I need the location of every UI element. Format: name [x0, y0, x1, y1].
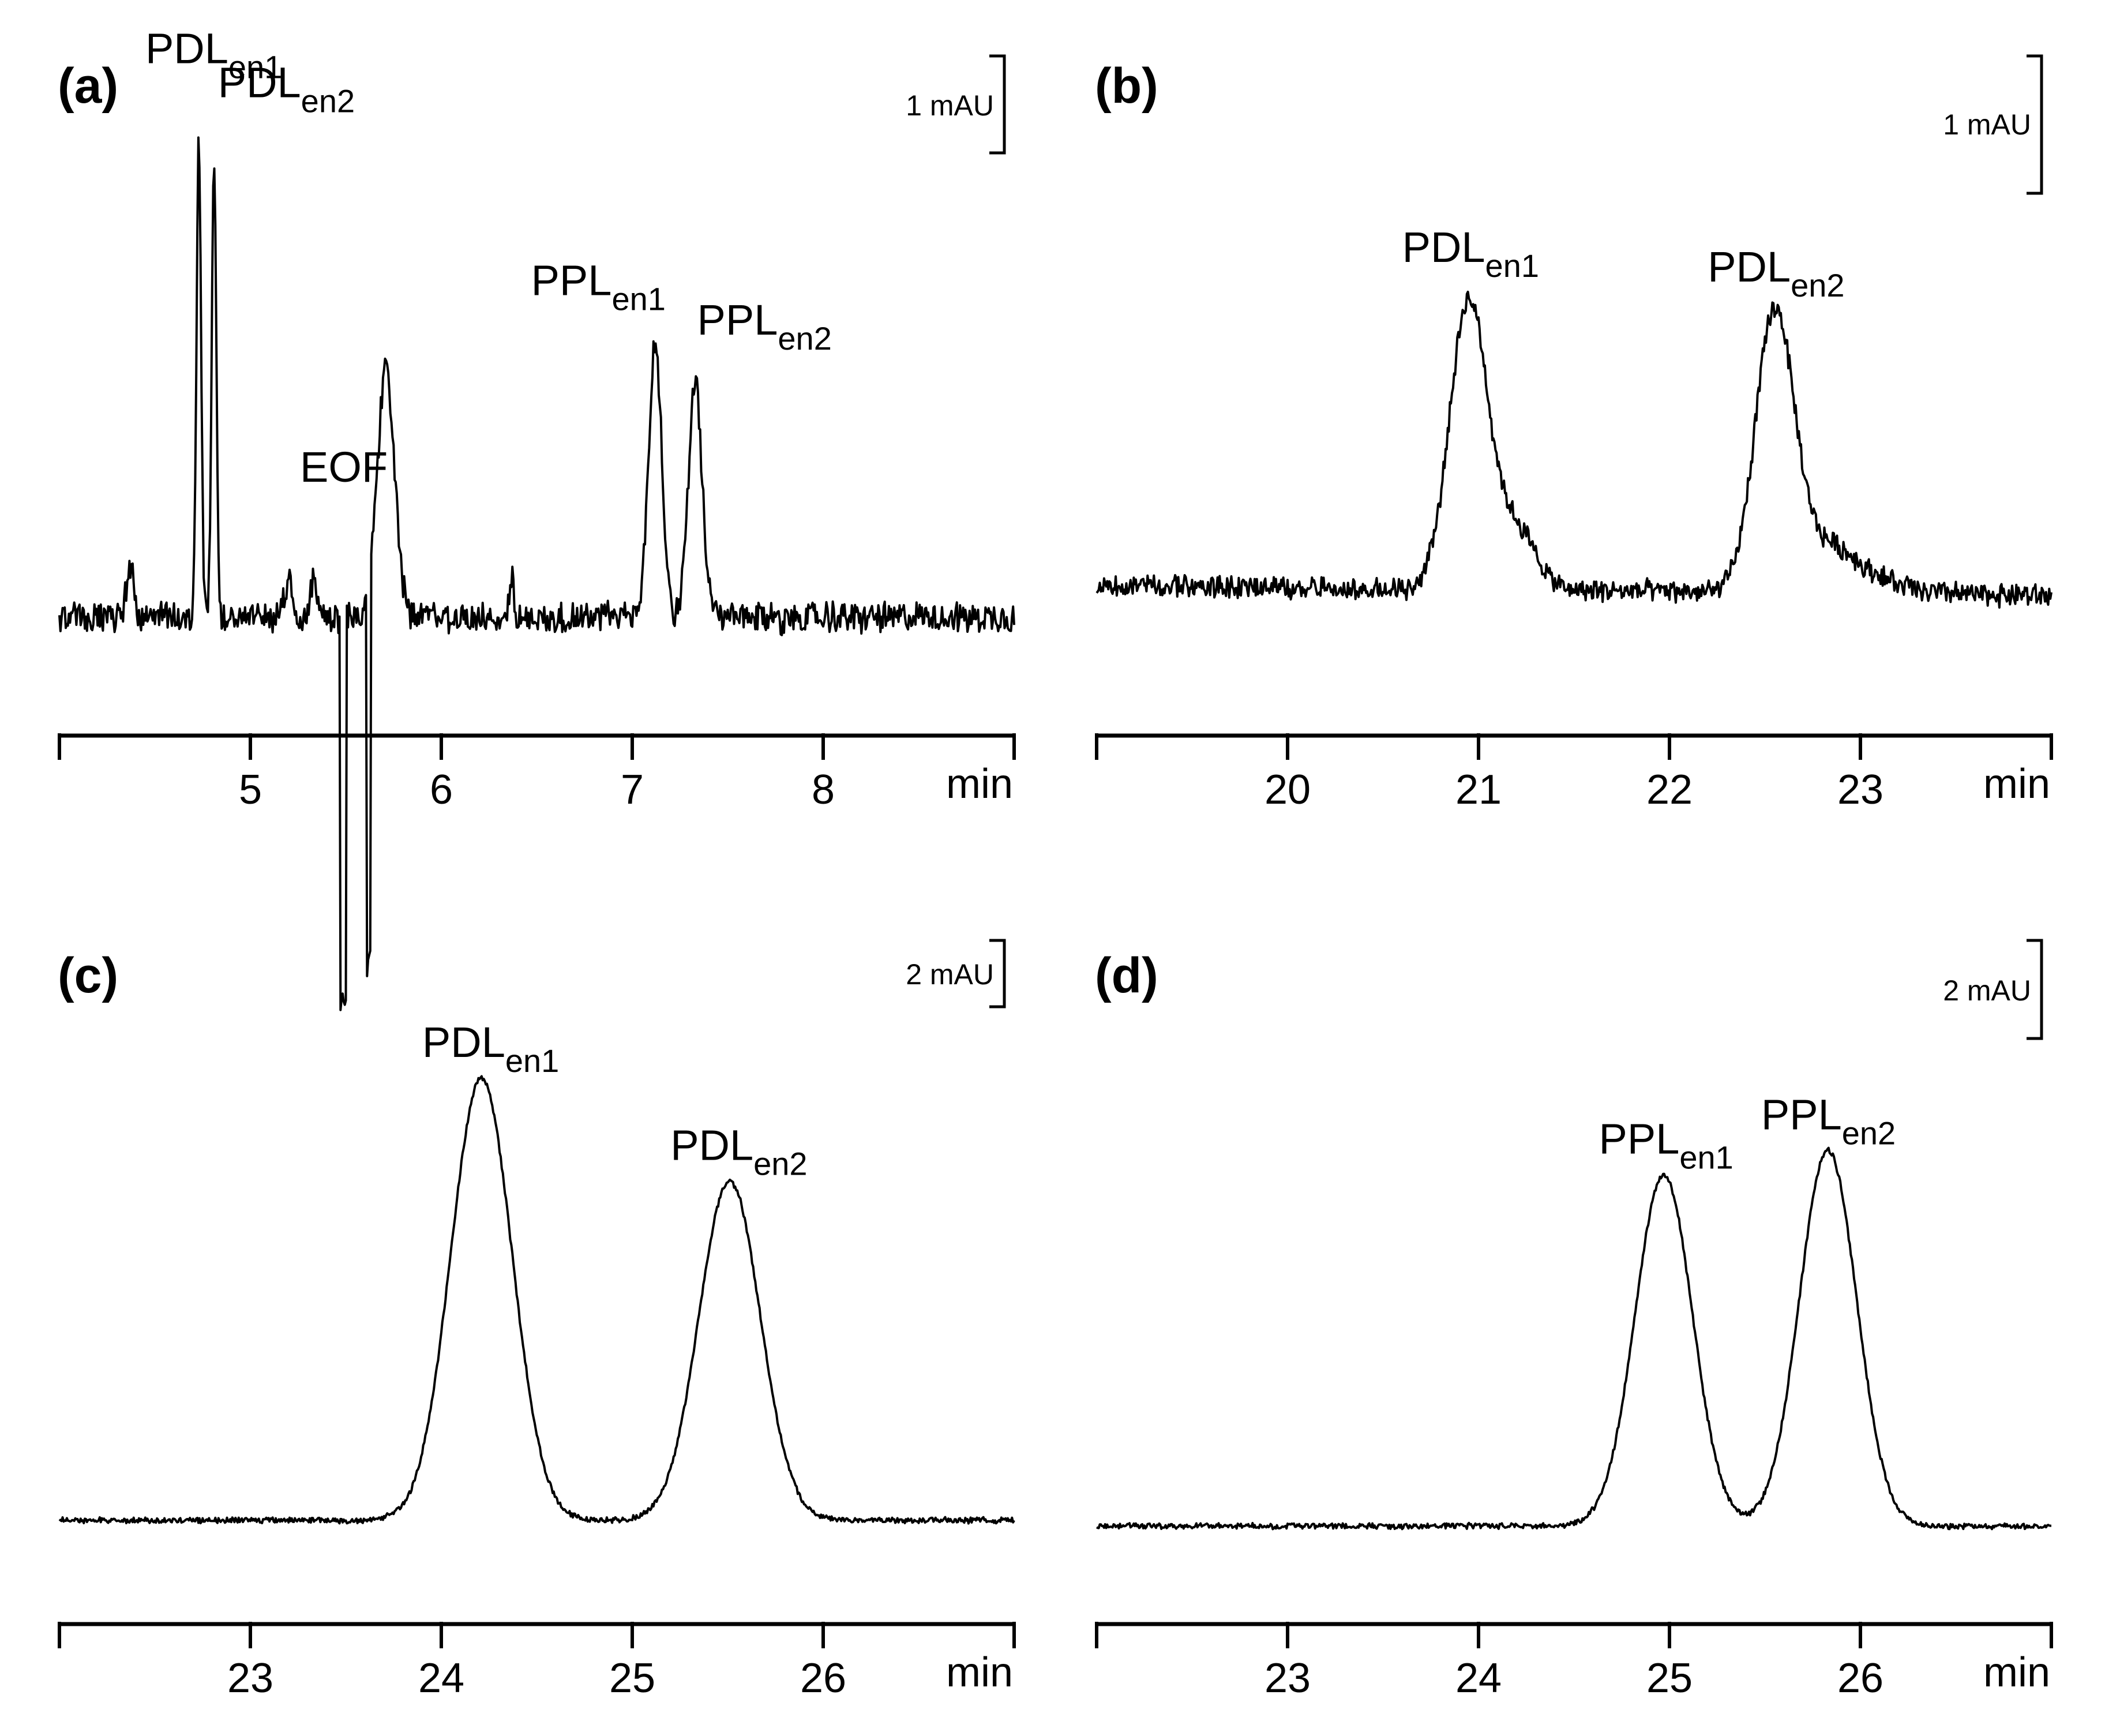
panel-letter: (c): [58, 948, 118, 1003]
x-axis-unit-label: min: [946, 1649, 1013, 1696]
x-tick-label: 20: [1264, 767, 1311, 813]
x-tick-label: 26: [1837, 1655, 1883, 1701]
x-tick-label: 8: [812, 767, 835, 813]
panel-c: (c) 23 24 25 26 min 2 mAU PDLen1 PDLen2: [58, 939, 1016, 1701]
scale-bar: [989, 939, 1006, 1008]
x-tick-label: 5: [239, 767, 262, 813]
peak-label: PDLen1: [145, 25, 282, 85]
panel-d: (d) 23 24 25 26 min 2 mAU PPLen1 PPLen2: [1095, 939, 2053, 1701]
panel-letter: (b): [1095, 58, 1158, 114]
peak-label: PPLen2: [697, 296, 832, 357]
scale-bar: [2027, 939, 2043, 1040]
x-axis-unit-label: min: [1983, 1649, 2050, 1696]
peak-label: PDLen1: [1402, 223, 1539, 284]
x-tick-label: 22: [1646, 767, 1693, 813]
scale-bar-label: 2 mAU: [1943, 974, 2031, 1007]
signal-trace: [1095, 290, 2053, 609]
peak-label: PDLen2: [670, 1121, 807, 1182]
x-axis-unit-label: min: [1983, 761, 2050, 807]
x-tick-label: 23: [1264, 1655, 1311, 1701]
panel-letter: (d): [1095, 948, 1158, 1003]
peak-label: PPLen1: [531, 256, 666, 317]
peak-label: PPLen2: [1761, 1090, 1896, 1151]
scale-bar: [989, 54, 1006, 155]
x-tick-label: 26: [800, 1655, 846, 1701]
signal-trace: [58, 1075, 1015, 1525]
x-tick-label: 6: [430, 767, 453, 813]
x-tick-label: 24: [418, 1655, 464, 1701]
x-tick-label: 23: [1837, 767, 1883, 813]
x-tick-label: 25: [609, 1655, 655, 1701]
panel-letter: (a): [58, 58, 118, 114]
peak-label: PPLen1: [1599, 1115, 1733, 1175]
signal-trace: [58, 136, 1015, 1011]
signal-trace: [1096, 1146, 2052, 1531]
panel-b: (b) 20 21 22 23 min 1 mAU PDLen1 PDLen2: [1095, 54, 2053, 813]
x-tick-label: 7: [621, 767, 644, 813]
x-tick-label: 21: [1455, 767, 1502, 813]
x-tick-label: 25: [1646, 1655, 1693, 1701]
peak-label: PDLen2: [1708, 243, 1844, 303]
x-tick-label: 23: [227, 1655, 273, 1701]
scale-bar-label: 1 mAU: [1943, 108, 2031, 141]
scale-bar: [2027, 54, 2043, 195]
peak-label: EOF: [300, 443, 388, 491]
x-axis-unit-label: min: [946, 761, 1013, 807]
scale-bar-label: 2 mAU: [906, 958, 994, 991]
x-tick-label: 24: [1455, 1655, 1502, 1701]
scale-bar-label: 1 mAU: [906, 89, 994, 122]
peak-label: PDLen2: [218, 58, 355, 119]
peak-label: PDLen1: [422, 1018, 559, 1079]
